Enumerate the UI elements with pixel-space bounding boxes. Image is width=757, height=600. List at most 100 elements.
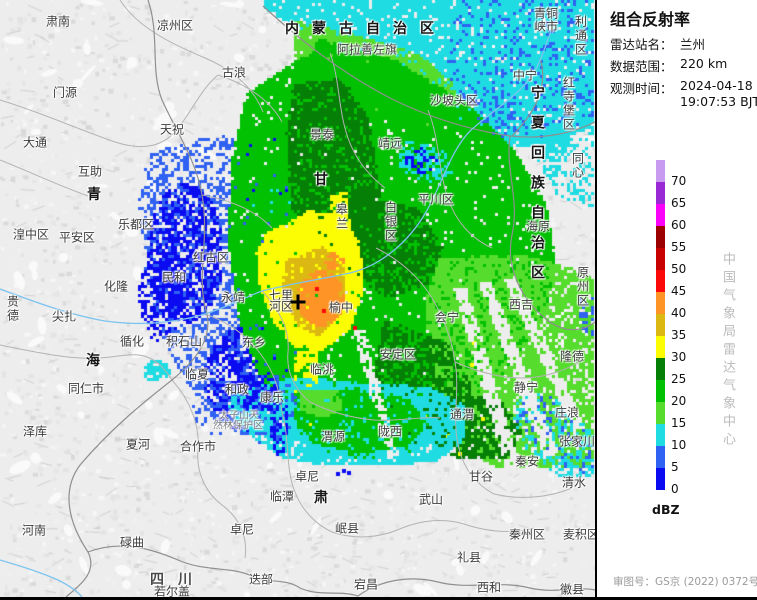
radar-map-viewport: 肃南 凉州区 古浪 门源 大通 天祝 互助 湟中区 平安区 乐都区 化隆 民和 红古区 永靖 尖扎 循化 同仁市…: [0, 0, 595, 597]
legend-color-block: [656, 424, 665, 446]
map-label: 卓尼: [294, 469, 320, 484]
station-name-row: 雷达站名： 兰州: [610, 34, 705, 53]
legend-value: 0: [671, 482, 679, 496]
map-label: 合作市: [179, 439, 217, 454]
legend-value: 5: [671, 460, 679, 474]
legend-value: 60: [671, 218, 687, 232]
map-label: 大通: [22, 135, 48, 150]
map-label: 内蒙古自治区: [285, 21, 447, 37]
product-title: 组合反射率: [610, 10, 691, 29]
map-label: 化隆: [103, 279, 129, 294]
legend-color-block: [656, 270, 665, 292]
map-label: 利通区: [573, 15, 588, 57]
map-label: 乐都区: [117, 217, 155, 232]
map-boundaries-overlay: [0, 0, 595, 597]
river-line: [0, 559, 83, 597]
info-panel: 组合反射率 雷达站名： 兰州 数据范围： 220 km 观测时间： 2024-0…: [595, 0, 757, 597]
legend-color-block: [656, 204, 665, 226]
county-boundary-line: [454, 357, 586, 379]
legend-value: 70: [671, 174, 687, 188]
map-label: 迭部: [248, 572, 274, 587]
county-boundary-line: [204, 313, 283, 413]
map-label: 白银区: [383, 201, 398, 243]
data-range-label: 数据范围：: [610, 59, 673, 74]
legend-color-block: [656, 446, 665, 468]
map-label: 肃: [314, 490, 328, 506]
obs-time-label: 观测时间：: [610, 81, 673, 96]
radar-station-marker: [290, 294, 306, 310]
legend-value: 20: [671, 394, 687, 408]
obs-date-value: 2024-04-18: [680, 78, 753, 93]
map-label: 海原: [525, 219, 551, 234]
map-label: 张家川: [558, 434, 595, 449]
map-label: 武山: [418, 492, 444, 507]
map-label: 同心: [570, 152, 585, 180]
province-boundary-line: [357, 578, 595, 597]
station-name-value: 兰州: [680, 37, 706, 52]
county-boundary-line: [0, 74, 219, 148]
map-label: 湟中区: [12, 227, 50, 242]
map-label: 榆中: [328, 300, 354, 315]
legend-value: 40: [671, 306, 687, 320]
map-label: 静宁: [513, 380, 539, 395]
map-label: 卓尼: [229, 522, 255, 537]
county-boundary-line: [463, 523, 536, 532]
county-boundary-line: [0, 159, 89, 197]
map-label: 安定区: [379, 347, 417, 362]
map-label: 徽县: [559, 582, 585, 597]
map-label: 青: [87, 187, 101, 203]
map-label: 甘: [314, 172, 328, 188]
legend-value: 50: [671, 262, 687, 276]
map-label: 肃南: [45, 14, 71, 29]
legend-color-block: [656, 336, 665, 358]
map-label: 门源: [52, 85, 78, 100]
province-boundary-line: [87, 545, 359, 597]
county-boundary-line: [309, 401, 441, 421]
map-label: 阿拉善左旗: [336, 42, 398, 57]
county-boundary-line: [261, 290, 311, 403]
map-label: 会宁: [434, 310, 460, 325]
map-label: 清水: [561, 475, 587, 490]
station-name-label: 雷达站名：: [610, 37, 673, 52]
legend-color-block: [656, 380, 665, 402]
map-label: 临夏: [184, 367, 210, 382]
county-boundary-line: [493, 487, 573, 498]
map-approval-number: 审图号：GS京 (2022) 0372号: [613, 576, 757, 588]
map-label: 红寺堡区: [561, 76, 576, 132]
map-label: 宁夏回族自治区: [529, 85, 545, 295]
map-label: 隆德: [559, 349, 585, 364]
map-label: 靖远: [377, 136, 403, 151]
map-label: 积石山: [165, 334, 203, 349]
county-boundary-line: [0, 344, 173, 381]
map-label: 七里: [268, 288, 294, 303]
county-boundary-line: [454, 361, 495, 495]
watermark-text: 中国气象局雷达气象中心: [720, 252, 735, 450]
legend-value: 35: [671, 328, 687, 342]
map-label: 贵德: [5, 295, 20, 323]
province-boundary-line: [511, 57, 544, 137]
province-boundary-line: [65, 0, 209, 597]
county-boundary-line: [217, 74, 283, 123]
map-label: 陇西: [377, 424, 403, 439]
legend-color-block: [656, 182, 665, 204]
map-label: 岷县: [334, 521, 360, 536]
map-label: 民和: [161, 270, 187, 285]
county-boundary-line: [201, 194, 273, 229]
map-label: 四川: [150, 572, 206, 588]
legend-color-block: [656, 248, 665, 270]
map-label: 凉州区: [156, 18, 194, 33]
map-label: 沙坡头区: [429, 93, 479, 108]
legend-value: 15: [671, 416, 687, 430]
data-range-value: 220 km: [680, 56, 728, 71]
legend-color-block: [656, 292, 665, 314]
map-label: 秦州区: [508, 527, 546, 542]
map-label: 皋兰: [334, 203, 349, 231]
map-label: 临洮: [309, 362, 335, 377]
legend-color-block: [656, 160, 665, 182]
legend-value: 45: [671, 284, 687, 298]
obs-time-value: 19:07:53 BJT: [680, 94, 757, 109]
county-boundary-line: [331, 520, 465, 538]
map-label: 东乡: [241, 335, 267, 350]
map-label: 若尔盖: [153, 584, 191, 598]
